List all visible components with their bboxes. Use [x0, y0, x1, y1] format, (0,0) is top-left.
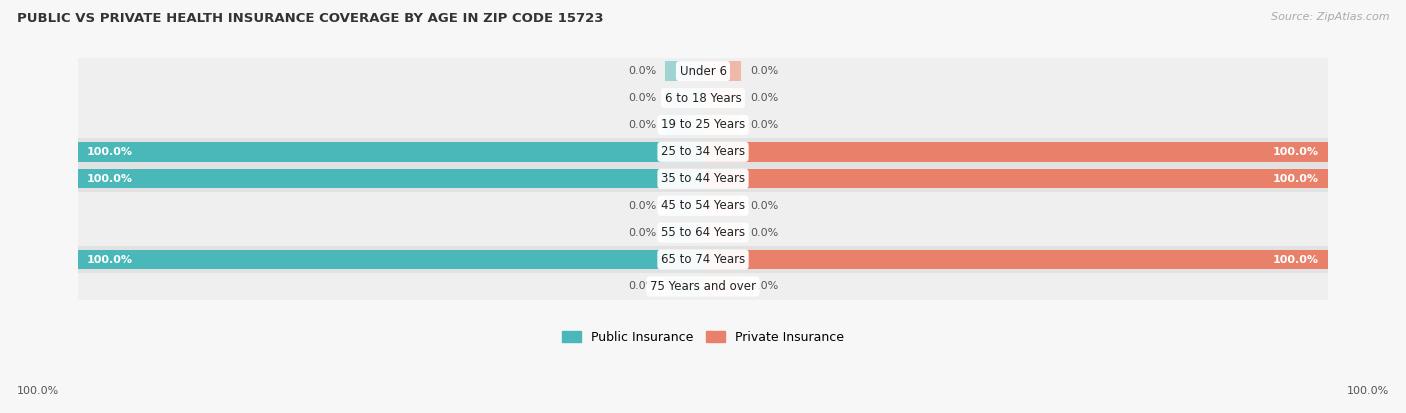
- Bar: [703, 169, 1329, 188]
- Legend: Public Insurance, Private Insurance: Public Insurance, Private Insurance: [557, 326, 849, 349]
- Bar: [77, 273, 1329, 300]
- Text: 35 to 44 Years: 35 to 44 Years: [661, 172, 745, 185]
- Text: 0.0%: 0.0%: [749, 93, 778, 103]
- Text: 0.0%: 0.0%: [749, 120, 778, 130]
- Text: 0.0%: 0.0%: [628, 66, 657, 76]
- Bar: [703, 196, 741, 216]
- Bar: [77, 138, 1329, 165]
- Text: 0.0%: 0.0%: [749, 281, 778, 292]
- Bar: [703, 142, 1329, 161]
- Text: 55 to 64 Years: 55 to 64 Years: [661, 226, 745, 239]
- Text: 0.0%: 0.0%: [749, 66, 778, 76]
- Bar: [665, 115, 703, 135]
- Bar: [77, 246, 1329, 273]
- Text: 0.0%: 0.0%: [749, 201, 778, 211]
- Text: 100.0%: 100.0%: [1272, 147, 1319, 157]
- Text: 100.0%: 100.0%: [1272, 174, 1319, 184]
- Text: Under 6: Under 6: [679, 64, 727, 78]
- Bar: [77, 142, 703, 161]
- Text: 75 Years and over: 75 Years and over: [650, 280, 756, 293]
- Bar: [703, 223, 741, 242]
- Text: 6 to 18 Years: 6 to 18 Years: [665, 92, 741, 104]
- Text: 25 to 34 Years: 25 to 34 Years: [661, 145, 745, 158]
- Bar: [665, 196, 703, 216]
- Text: 0.0%: 0.0%: [628, 228, 657, 237]
- Bar: [77, 169, 703, 188]
- Text: 0.0%: 0.0%: [749, 228, 778, 237]
- Text: 100.0%: 100.0%: [1347, 387, 1389, 396]
- Text: 100.0%: 100.0%: [87, 174, 134, 184]
- Bar: [77, 165, 1329, 192]
- Bar: [665, 223, 703, 242]
- Text: 0.0%: 0.0%: [628, 281, 657, 292]
- Text: 100.0%: 100.0%: [87, 147, 134, 157]
- Text: 0.0%: 0.0%: [628, 93, 657, 103]
- Bar: [77, 219, 1329, 246]
- Bar: [703, 250, 1329, 269]
- Text: 100.0%: 100.0%: [17, 387, 59, 396]
- Text: 65 to 74 Years: 65 to 74 Years: [661, 253, 745, 266]
- Bar: [665, 62, 703, 81]
- Text: 100.0%: 100.0%: [87, 254, 134, 264]
- Text: 0.0%: 0.0%: [628, 201, 657, 211]
- Text: 19 to 25 Years: 19 to 25 Years: [661, 119, 745, 131]
- Bar: [665, 88, 703, 108]
- Bar: [703, 88, 741, 108]
- Bar: [703, 277, 741, 296]
- Bar: [77, 58, 1329, 85]
- Text: 100.0%: 100.0%: [1272, 254, 1319, 264]
- Bar: [77, 250, 703, 269]
- Bar: [703, 115, 741, 135]
- Bar: [77, 192, 1329, 219]
- Bar: [703, 62, 741, 81]
- Bar: [77, 112, 1329, 138]
- Text: Source: ZipAtlas.com: Source: ZipAtlas.com: [1271, 12, 1389, 22]
- Text: PUBLIC VS PRIVATE HEALTH INSURANCE COVERAGE BY AGE IN ZIP CODE 15723: PUBLIC VS PRIVATE HEALTH INSURANCE COVER…: [17, 12, 603, 25]
- Text: 0.0%: 0.0%: [628, 120, 657, 130]
- Bar: [77, 85, 1329, 112]
- Bar: [665, 277, 703, 296]
- Text: 45 to 54 Years: 45 to 54 Years: [661, 199, 745, 212]
